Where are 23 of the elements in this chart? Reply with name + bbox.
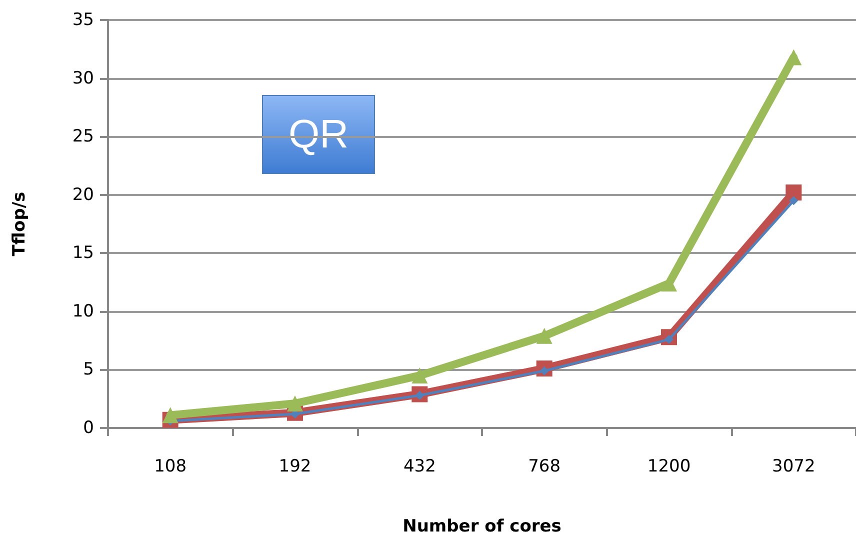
y-tick-label: 25 [72, 126, 94, 147]
point [287, 396, 303, 412]
x-tick-label: 768 [528, 456, 561, 476]
y-tick-label: 0 [83, 418, 94, 438]
point [661, 275, 677, 292]
point [789, 196, 798, 206]
y-tick-label: 15 [72, 243, 94, 264]
x-tick-label: 3072 [772, 456, 816, 476]
point [786, 184, 802, 201]
x-tick-label: 192 [278, 456, 312, 476]
y-tick-label: 20 [72, 184, 94, 205]
x-axis-title: Number of cores [402, 516, 562, 536]
point [412, 368, 428, 384]
y-tick-label: 35 [72, 10, 94, 30]
point [162, 407, 178, 424]
y-axis-title: Tflop/s [10, 192, 30, 256]
x-tick-label: 1200 [647, 456, 691, 476]
x-tick-label: 432 [403, 456, 436, 476]
y-tick-label: 5 [83, 360, 94, 380]
y-tick-label: 30 [72, 68, 94, 88]
x-tick-label: 108 [154, 456, 187, 476]
point [536, 328, 552, 344]
y-tick-label: 10 [72, 301, 94, 322]
